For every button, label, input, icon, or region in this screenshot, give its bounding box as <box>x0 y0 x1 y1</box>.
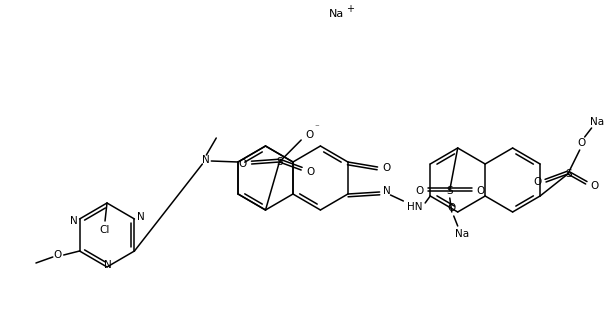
Text: N: N <box>137 212 144 222</box>
Text: O: O <box>54 250 62 260</box>
Text: O: O <box>415 186 423 196</box>
Text: O: O <box>578 138 586 148</box>
Text: N: N <box>70 216 77 226</box>
Text: HN: HN <box>407 202 422 212</box>
Text: O: O <box>533 177 541 187</box>
Text: Na: Na <box>454 229 469 239</box>
Text: Cl: Cl <box>100 225 110 235</box>
Text: O: O <box>238 159 247 169</box>
Text: S: S <box>276 157 283 167</box>
Text: S: S <box>566 169 572 179</box>
Text: ⁻: ⁻ <box>315 123 319 133</box>
Text: N: N <box>203 155 210 165</box>
Text: O: O <box>306 167 314 177</box>
Text: Na: Na <box>329 9 344 19</box>
Text: O: O <box>382 163 391 173</box>
Text: O: O <box>448 203 456 213</box>
Text: O: O <box>305 130 313 140</box>
Text: +: + <box>345 4 354 14</box>
Text: N: N <box>104 260 112 270</box>
Text: S: S <box>446 186 453 196</box>
Text: N: N <box>382 186 390 196</box>
Text: O: O <box>476 186 485 196</box>
Text: O: O <box>590 181 599 191</box>
Text: Na: Na <box>590 117 604 127</box>
